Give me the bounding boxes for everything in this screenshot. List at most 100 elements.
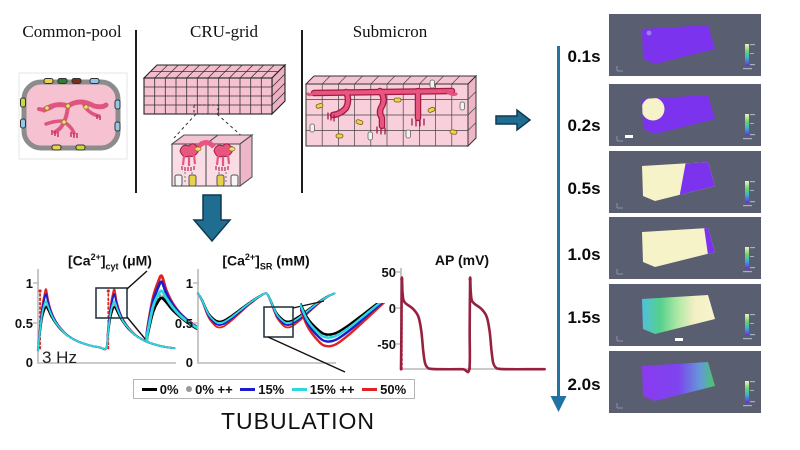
sim-frame-1-5s bbox=[609, 284, 761, 346]
zoom-connector-ca_cyt bbox=[126, 270, 148, 290]
axis-glyph bbox=[616, 136, 623, 142]
ytick-sr-0: 0 bbox=[185, 355, 193, 370]
series-ca_sr-15% bbox=[197, 292, 336, 326]
cru-zoom-funnel bbox=[173, 113, 245, 139]
submicron-cylinders bbox=[309, 79, 465, 141]
legend-item-0pct-pp: 0% ++ bbox=[186, 382, 233, 397]
arrow-down-icon bbox=[192, 194, 232, 243]
colorbar bbox=[743, 314, 755, 340]
legend-line-swatch bbox=[240, 387, 256, 391]
cell-voltage-map bbox=[642, 295, 715, 334]
legend-dot-swatch bbox=[186, 386, 193, 392]
panel-label-cru-grid: CRU-grid bbox=[190, 22, 258, 41]
cell-voltage-map bbox=[642, 228, 715, 267]
time-label-0-1s: 0.1s bbox=[567, 47, 601, 66]
series-ap-AP bbox=[399, 276, 546, 374]
cell-voltage-map bbox=[642, 25, 715, 64]
zoom-connector-ca_sr bbox=[267, 336, 346, 373]
sim-frame-0-5s-render bbox=[609, 151, 761, 213]
cru-membrane-channels bbox=[174, 174, 239, 187]
ytick-ap-m50: -50 bbox=[377, 337, 396, 352]
inset-series-ca_sr-50% bbox=[300, 303, 386, 348]
colorbar bbox=[743, 44, 755, 70]
inset-series-ca_sr-15% ++ bbox=[300, 303, 382, 339]
inset-series-ca_sr-15% bbox=[300, 303, 384, 343]
ytick-cyt-1: 1 bbox=[25, 276, 33, 291]
sim-frame-1-0s-render bbox=[609, 217, 761, 279]
ytick-cyt-05: 0.5 bbox=[14, 316, 33, 331]
chart-title-ca-sr: [Ca2+]SR (mM) bbox=[222, 252, 310, 272]
sim-frame-0-5s bbox=[609, 151, 761, 213]
zoom-box-ca_cyt bbox=[95, 287, 128, 319]
zoom-inset-ca_sr bbox=[300, 303, 386, 348]
zoom-connector-ca_cyt bbox=[126, 316, 147, 341]
ytick-ap-50: 50 bbox=[381, 265, 396, 280]
ryr-feet bbox=[51, 115, 101, 138]
series-ca_cyt-15% ++ bbox=[37, 300, 176, 352]
arrow-right-icon bbox=[495, 108, 532, 132]
chart-title-ca-cyt: [Ca2+]cyt (μM) bbox=[68, 252, 152, 272]
sim-frame-1-0s bbox=[609, 217, 761, 279]
submicron-mitochondria bbox=[315, 97, 458, 139]
colorbar bbox=[743, 247, 755, 273]
sim-frame-0-2s-render bbox=[609, 84, 761, 146]
cru-grid-illustration bbox=[142, 63, 287, 188]
tubulation-label: TUBULATION bbox=[221, 408, 375, 434]
axis-glyph bbox=[616, 336, 623, 342]
legend-item-15pct: 15% bbox=[240, 382, 284, 397]
activation-blob bbox=[642, 97, 665, 121]
zoom-connector-ca_sr bbox=[292, 300, 325, 309]
time-label-0-5s: 0.5s bbox=[567, 179, 601, 198]
resting-sliver bbox=[704, 228, 715, 255]
colorbar bbox=[743, 181, 755, 207]
legend-line-swatch bbox=[362, 387, 378, 391]
time-label-2-0s: 2.0s bbox=[567, 375, 601, 394]
common-pool-cell-illustration bbox=[18, 72, 128, 160]
legend-item-50pct: 50% bbox=[362, 382, 406, 397]
inset-series-ca_sr-0% bbox=[300, 303, 381, 336]
spike-dot-ca_cyt bbox=[106, 289, 110, 293]
cell-voltage-map bbox=[642, 362, 715, 401]
axis-glyph bbox=[616, 269, 623, 275]
activation-spot bbox=[646, 30, 652, 36]
axis-glyph bbox=[616, 66, 623, 72]
chart-title-ap: AP (mV) bbox=[434, 252, 490, 268]
axis-ca_sr bbox=[197, 269, 336, 364]
sim-frame-2-0s-render bbox=[609, 351, 761, 413]
sr-junction-dots bbox=[44, 103, 89, 125]
ytick-sr-1: 1 bbox=[185, 276, 193, 291]
sim-frame-0-1s bbox=[609, 14, 761, 76]
time-label-0-2s: 0.2s bbox=[567, 116, 601, 135]
timeline-arrow-line bbox=[557, 46, 560, 398]
pacing-frequency-label: 3 Hz bbox=[42, 348, 77, 367]
ytick-sr-05: 0.5 bbox=[174, 316, 193, 331]
zoom-box-ca_sr bbox=[263, 306, 294, 338]
legend: 0% 0% ++ 15% 15% ++ 50% bbox=[133, 379, 415, 399]
time-label-1-5s: 1.5s bbox=[567, 308, 601, 327]
panel-label-submicron: Submicron bbox=[352, 22, 428, 41]
panel-divider-1 bbox=[135, 30, 137, 193]
ytick-ap-0: 0 bbox=[388, 301, 396, 316]
axis-glyph bbox=[616, 203, 623, 209]
panel-label-common-pool: Common-pool bbox=[22, 22, 122, 41]
axis-ca_cyt bbox=[37, 269, 176, 364]
legend-item-0pct: 0% bbox=[141, 382, 179, 397]
spike-dot-ca_cyt bbox=[38, 289, 42, 293]
sim-frame-2-0s bbox=[609, 351, 761, 413]
scale-bar bbox=[625, 135, 633, 138]
scale-bar bbox=[675, 338, 683, 341]
colorbar bbox=[743, 114, 755, 140]
sim-frame-0-2s bbox=[609, 84, 761, 146]
submicron-illustration bbox=[304, 74, 478, 148]
submicron-sr-network bbox=[306, 87, 458, 135]
timeline-arrowhead-icon bbox=[550, 396, 567, 412]
time-label-1-0s: 1.0s bbox=[567, 245, 601, 264]
axis-glyph bbox=[616, 403, 623, 409]
panel-divider-2 bbox=[301, 30, 303, 193]
sim-frame-0-1s-render bbox=[609, 14, 761, 76]
legend-line-swatch bbox=[291, 387, 307, 391]
legend-item-15pct-pp: 15% ++ bbox=[291, 382, 355, 397]
sim-frame-1-5s-render bbox=[609, 284, 761, 346]
